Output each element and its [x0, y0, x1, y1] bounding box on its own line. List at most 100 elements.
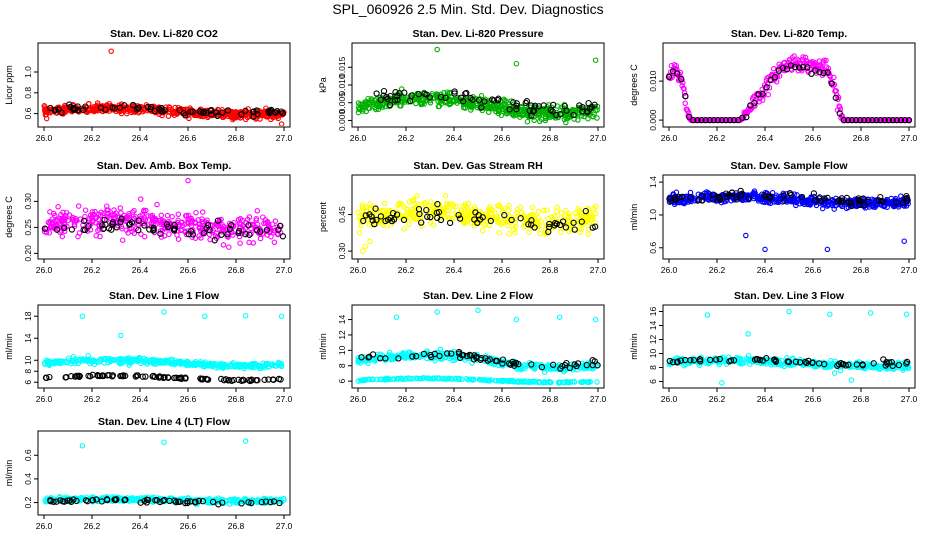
data-point	[677, 357, 684, 364]
data-point	[70, 106, 77, 113]
data-point	[268, 106, 275, 114]
data-point	[460, 98, 467, 105]
data-point	[666, 357, 673, 365]
data-point	[436, 200, 442, 207]
data-point	[99, 222, 106, 229]
data-point	[362, 212, 369, 219]
data-point	[129, 356, 135, 362]
data-point	[686, 193, 692, 200]
data-point	[196, 108, 203, 115]
data-point	[175, 211, 182, 218]
data-point	[481, 98, 488, 105]
data-point	[271, 239, 278, 246]
data-point	[393, 211, 401, 218]
data-point	[471, 204, 478, 210]
data-point	[535, 208, 542, 215]
data-point	[680, 79, 686, 86]
data-point	[687, 194, 694, 201]
y-tick-label: 0.010	[648, 70, 658, 92]
data-point	[821, 361, 828, 368]
data-point	[141, 233, 148, 240]
data-point	[523, 98, 531, 105]
data-point	[513, 112, 519, 118]
data-point	[824, 246, 831, 253]
data-point	[214, 112, 221, 120]
data-point	[228, 222, 235, 229]
data-point	[462, 201, 468, 208]
data-point	[424, 213, 431, 220]
data-point	[499, 360, 506, 367]
data-point	[204, 221, 212, 229]
data-point	[423, 375, 430, 381]
x-tick-label: 26.0	[36, 133, 53, 143]
data-point	[505, 109, 511, 116]
data-point	[166, 357, 172, 363]
data-point	[852, 196, 858, 202]
data-point	[235, 227, 243, 235]
data-point	[901, 116, 909, 124]
data-point	[555, 380, 562, 386]
x-tick-label: 26.6	[180, 133, 197, 143]
data-point	[408, 92, 415, 99]
data-point	[710, 116, 717, 124]
data-point	[508, 216, 515, 224]
data-point	[198, 235, 204, 241]
data-point	[63, 107, 69, 113]
y-tick-label: 14	[23, 333, 33, 343]
data-point	[593, 203, 599, 210]
data-point	[698, 116, 705, 124]
data-point	[828, 358, 834, 364]
data-point	[755, 196, 762, 202]
data-point	[393, 376, 400, 382]
data-point	[443, 202, 450, 209]
data-point	[41, 103, 47, 109]
data-point	[104, 203, 110, 209]
data-point	[796, 64, 803, 71]
data-point	[412, 216, 419, 223]
data-point	[98, 357, 105, 363]
data-point	[207, 361, 213, 368]
data-point	[592, 57, 599, 63]
data-point	[681, 200, 688, 207]
data-point	[230, 232, 236, 238]
data-point	[207, 106, 215, 114]
data-point	[254, 110, 261, 118]
data-point	[531, 117, 537, 124]
data-point	[365, 360, 371, 367]
data-point	[393, 314, 400, 320]
data-point	[513, 316, 520, 323]
data-point	[825, 65, 832, 72]
y-tick-label: 14	[337, 315, 347, 325]
data-point	[903, 358, 911, 366]
data-point	[733, 194, 740, 201]
data-point	[526, 107, 533, 114]
data-point	[901, 238, 907, 244]
data-point	[566, 364, 573, 372]
data-point	[726, 116, 734, 124]
data-point	[142, 357, 149, 364]
chart-panel-4: Stan. Dev. Amb. Box Temp.degrees C26.0 26…	[4, 160, 293, 275]
data-point	[123, 227, 130, 233]
data-point	[233, 108, 239, 115]
data-point	[549, 108, 556, 115]
data-point	[460, 217, 467, 223]
data-point	[865, 198, 872, 205]
data-point	[479, 227, 486, 234]
data-point	[446, 219, 454, 227]
data-point	[108, 226, 115, 233]
x-tick-label: 26.2	[84, 521, 101, 531]
data-point	[423, 206, 430, 214]
x-tick-label: 27.0	[901, 394, 918, 404]
x-tick-label: 26.2	[398, 394, 415, 404]
data-point	[867, 310, 874, 316]
data-point	[478, 104, 485, 111]
data-point	[118, 215, 125, 222]
data-point	[869, 116, 876, 124]
data-point	[279, 233, 287, 240]
x-tick-label: 26.8	[542, 394, 559, 404]
data-point	[60, 215, 67, 221]
data-point	[903, 197, 910, 205]
data-point	[546, 379, 553, 385]
data-point	[58, 109, 65, 116]
